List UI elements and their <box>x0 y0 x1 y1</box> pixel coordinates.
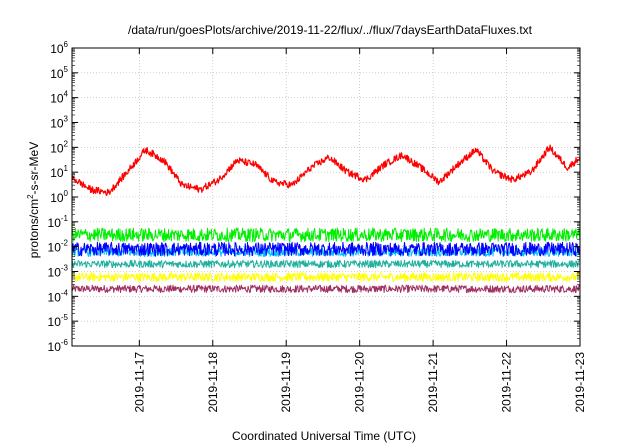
x-tick-label: 2019-11-23 <box>573 352 587 413</box>
y-tick-exp: -6 <box>61 338 69 347</box>
series-line-1 <box>71 144 581 196</box>
y-tick-base: 10 <box>50 92 64 106</box>
x-tick-label: 2019-11-21 <box>426 352 440 413</box>
y-tick-label: 10-5 <box>48 313 69 329</box>
y-tick-label: 106 <box>50 40 68 56</box>
series-layer <box>71 144 581 294</box>
y-tick-exp: -1 <box>61 214 69 223</box>
x-tick-label: 2019-11-20 <box>353 352 367 413</box>
y-tick-label: 103 <box>50 115 68 131</box>
y-tick-label: 100 <box>50 189 68 205</box>
y-tick-base: 10 <box>50 117 64 131</box>
y-tick-label: 10-3 <box>48 264 69 280</box>
y-tick-label: 102 <box>50 139 68 155</box>
y-axis-label-sup: 2 <box>26 194 35 199</box>
y-tick-exp: -4 <box>61 288 69 297</box>
y-tick-label: 10-6 <box>48 338 69 354</box>
y-tick-exp: 5 <box>64 65 69 74</box>
y-axis-label-suffix: -s-sr-MeV <box>27 142 41 195</box>
x-ticks: 2019-11-17 2019-11-18 2019-11-19 2019-11-20… <box>132 48 587 413</box>
y-tick-label: 10-4 <box>48 288 69 304</box>
y-tick-exp: 2 <box>64 139 69 148</box>
y-tick-base: 10 <box>48 315 62 329</box>
y-tick-exp: 0 <box>64 189 69 198</box>
x-tick-label: 2019-11-17 <box>132 352 146 413</box>
y-axis-label: protons/cm2-s-sr-MeV <box>26 142 41 258</box>
y-tick-label: 10-2 <box>48 239 69 255</box>
y-tick-label: 104 <box>50 90 68 106</box>
y-tick-label: 105 <box>50 65 68 81</box>
chart-title: /data/run/goesPlots/archive/2019-11-22/f… <box>128 23 533 37</box>
y-axis-label-prefix: protons/cm <box>27 199 41 258</box>
grid <box>72 48 580 346</box>
series-line-6 <box>71 272 581 282</box>
y-tick-base: 10 <box>50 67 64 81</box>
x-tick-label: 2019-11-22 <box>500 352 514 413</box>
y-tick-label: 101 <box>50 164 68 180</box>
y-tick-base: 10 <box>48 340 62 354</box>
y-tick-exp: 4 <box>64 90 69 99</box>
y-tick-exp: 6 <box>64 40 69 49</box>
y-tick-label: 10-1 <box>48 214 69 230</box>
y-tick-exp: -5 <box>61 313 69 322</box>
y-tick-base: 10 <box>50 42 64 56</box>
plot-frame <box>71 47 581 347</box>
series-line-5 <box>71 259 581 269</box>
x-tick-label: 2019-11-18 <box>206 352 220 413</box>
y-tick-base: 10 <box>50 191 64 205</box>
y-tick-exp: 1 <box>64 164 69 173</box>
x-axis-label: Coordinated Universal Time (UTC) <box>232 429 416 443</box>
y-tick-exp: -3 <box>61 264 69 273</box>
series-line-2 <box>71 227 581 243</box>
y-tick-exp: -2 <box>61 239 69 248</box>
y-tick-base: 10 <box>50 166 64 180</box>
y-tick-base: 10 <box>48 290 62 304</box>
y-tick-base: 10 <box>50 141 64 155</box>
y-ticks: 10610510410310210110010-110-210-310-410-… <box>48 40 580 354</box>
x-tick-label: 2019-11-19 <box>279 352 293 413</box>
series-line-7 <box>71 284 581 294</box>
y-tick-exp: 3 <box>64 115 69 124</box>
y-tick-base: 10 <box>48 216 62 230</box>
y-tick-base: 10 <box>48 266 62 280</box>
series-line-3 <box>71 241 581 257</box>
y-tick-base: 10 <box>48 241 62 255</box>
